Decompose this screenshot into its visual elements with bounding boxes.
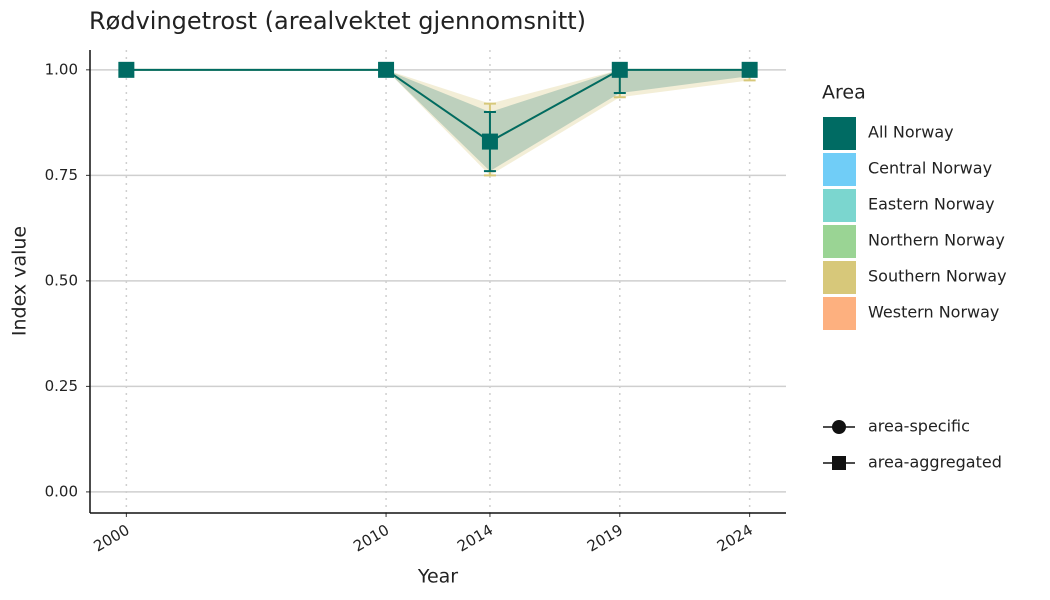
x-tick-label: 2024 — [714, 521, 756, 556]
shape-legend-key — [832, 420, 846, 434]
legend-label: Western Norway — [868, 303, 999, 322]
point — [481, 133, 498, 150]
point — [611, 61, 628, 78]
legend-label: All Norway — [868, 123, 954, 142]
legend-key — [823, 153, 856, 186]
y-tick-label: 0.00 — [45, 482, 78, 500]
y-tick-label: 1.00 — [45, 60, 78, 78]
shape-legend-key — [832, 456, 846, 470]
chart-title: Rødvingetrost (arealvektet gjennomsnitt) — [89, 7, 586, 35]
shape-legend-label: area-specific — [868, 417, 970, 436]
x-tick-label: 2019 — [584, 521, 626, 556]
y-tick-label: 0.25 — [45, 377, 78, 395]
legend-key — [823, 225, 856, 258]
y-tick-label: 0.50 — [45, 271, 78, 289]
shape-legend-label: area-aggregated — [868, 453, 1002, 472]
ci-ribbon — [126, 69, 750, 172]
legend-label: Northern Norway — [868, 231, 1005, 250]
legend-label: Central Norway — [868, 159, 992, 178]
x-tick-label: 2010 — [350, 521, 392, 556]
legend-title: Area — [822, 82, 866, 104]
point — [741, 61, 758, 78]
x-axis-title: Year — [417, 566, 458, 588]
legend-key — [823, 297, 856, 330]
y-axis-title: Index value — [9, 226, 31, 336]
point — [378, 61, 395, 78]
legend-key — [823, 189, 856, 222]
legend-label: Southern Norway — [868, 267, 1007, 286]
y-tick-label: 0.75 — [45, 166, 78, 184]
legend-key — [823, 117, 856, 150]
point — [118, 61, 135, 78]
x-tick-label: 2000 — [91, 521, 133, 556]
ci-ribbon — [126, 69, 750, 176]
legend-key — [823, 261, 856, 294]
legend-label: Eastern Norway — [868, 195, 995, 214]
x-tick-label: 2014 — [454, 521, 496, 556]
